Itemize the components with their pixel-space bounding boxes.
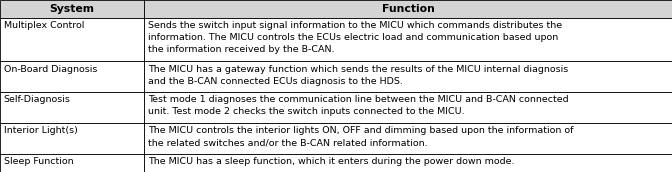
Text: the related switches and/or the B-CAN related information.: the related switches and/or the B-CAN re… [148,138,427,147]
Text: Function: Function [382,4,435,14]
Text: The MICU controls the interior lights ON, OFF and dimming based upon the informa: The MICU controls the interior lights ON… [148,126,573,135]
Bar [0,154,144,172]
Text: Test mode 1 diagnoses the communication line between the MICU and B-CAN connecte: Test mode 1 diagnoses the communication … [148,95,569,104]
Text: unit. Test mode 2 checks the switch inputs connected to the MICU.: unit. Test mode 2 checks the switch inpu… [148,108,464,116]
Text: On-Board Diagnosis: On-Board Diagnosis [3,65,97,74]
Bar [144,0,672,18]
Bar [0,18,144,61]
Bar [0,61,144,92]
Text: the information received by the B-CAN.: the information received by the B-CAN. [148,45,335,54]
Bar [0,0,144,18]
Bar [144,154,672,172]
Bar [144,92,672,123]
Text: information. The MICU controls the ECUs electric load and communication based up: information. The MICU controls the ECUs … [148,33,558,42]
Text: Self-Diagnosis: Self-Diagnosis [3,95,71,104]
Bar [0,123,144,154]
Text: Sends the switch input signal information to the MICU which commands distributes: Sends the switch input signal informatio… [148,21,562,30]
Bar [144,123,672,154]
Text: The MICU has a sleep function, which it enters during the power down mode.: The MICU has a sleep function, which it … [148,157,515,166]
Bar [144,18,672,61]
Text: and the B-CAN connected ECUs diagnosis to the HDS.: and the B-CAN connected ECUs diagnosis t… [148,77,403,85]
Text: Sleep Function: Sleep Function [3,157,73,166]
Text: Multiplex Control: Multiplex Control [3,21,84,30]
Bar [144,61,672,92]
Text: Interior Light(s): Interior Light(s) [3,126,77,135]
Bar [0,92,144,123]
Text: The MICU has a gateway function which sends the results of the MICU internal dia: The MICU has a gateway function which se… [148,65,569,74]
Text: System: System [50,4,95,14]
